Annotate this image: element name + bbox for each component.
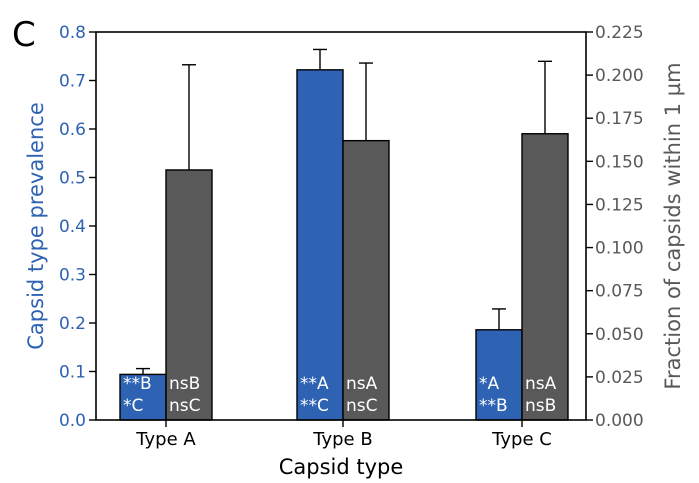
x-tick-label-2: Type B [312, 429, 372, 450]
bar-annotation-fraction-3-2: nsB [525, 396, 556, 416]
x-tick-label-3: Type C [491, 429, 552, 450]
right-tick-label-1: 0.000 [595, 411, 644, 431]
left-tick-label-7: 0.6 [59, 120, 86, 140]
right-tick-label-8: 0.175 [595, 109, 644, 129]
bar-annotation-fraction-2-2: nsC [346, 396, 378, 416]
left-y-axis-label: Capsid type prevalence [24, 102, 48, 349]
bar-fraction-2 [342, 139, 390, 421]
right-tick-label-5: 0.100 [595, 239, 644, 259]
left-tick-label-9: 0.8 [59, 23, 86, 43]
bar-annotation-prevalence-3-1: *A [479, 374, 500, 394]
left-tick-label-4: 0.3 [59, 266, 86, 286]
bar-annotation-fraction-1-2: nsC [169, 396, 201, 416]
left-tick-label-3: 0.2 [59, 314, 86, 334]
left-y-axis: 0.0 0.1 0.2 0.3 0.4 0.5 0.6 0.7 0.8 [59, 23, 96, 431]
right-tick-label-10: 0.225 [595, 23, 644, 43]
bar-annotation-fraction-2-1: nsA [346, 374, 378, 394]
bar-annotation-prevalence-1-2: *C [123, 396, 143, 416]
left-tick-label-2: 0.1 [59, 363, 86, 383]
bar-annotation-fraction-3-1: nsA [525, 374, 557, 394]
right-tick-label-4: 0.075 [595, 282, 644, 302]
left-tick-label-5: 0.4 [59, 217, 86, 237]
bar-annotation-prevalence-3-2: **B [479, 396, 508, 416]
bars-layer [119, 69, 569, 421]
bar-prevalence-2 [296, 69, 344, 421]
left-tick-label-6: 0.5 [59, 169, 86, 189]
right-tick-label-9: 0.200 [595, 66, 644, 86]
x-tick-label-1: Type A [135, 429, 196, 450]
left-tick-label-1: 0.0 [59, 411, 86, 431]
bar-annotation-fraction-1-1: nsB [169, 374, 200, 394]
error-bars-layer [136, 48, 552, 375]
bar-prevalence-3 [475, 329, 523, 421]
panel-label: C [12, 15, 36, 55]
bar-annotation-prevalence-1-1: **B [123, 374, 152, 394]
bar-prevalence-1 [119, 373, 167, 421]
bar-annotation-prevalence-2-1: **A [300, 374, 329, 394]
right-tick-label-7: 0.150 [595, 152, 644, 172]
x-axis-label: Capsid type [279, 455, 404, 479]
left-tick-label-8: 0.7 [59, 72, 86, 92]
x-axis: Type A Type B Type C [135, 420, 552, 450]
right-tick-label-2: 0.025 [595, 368, 644, 388]
bar-annotation-prevalence-2-2: **C [300, 396, 329, 416]
right-y-axis: 0.000 0.025 0.050 0.075 0.100 0.125 0.150 0.175… [586, 23, 644, 431]
right-y-axis-label: Fraction of capsids within 1 µm [661, 62, 685, 389]
right-tick-label-6: 0.125 [595, 195, 644, 215]
right-tick-label-3: 0.050 [595, 325, 644, 345]
